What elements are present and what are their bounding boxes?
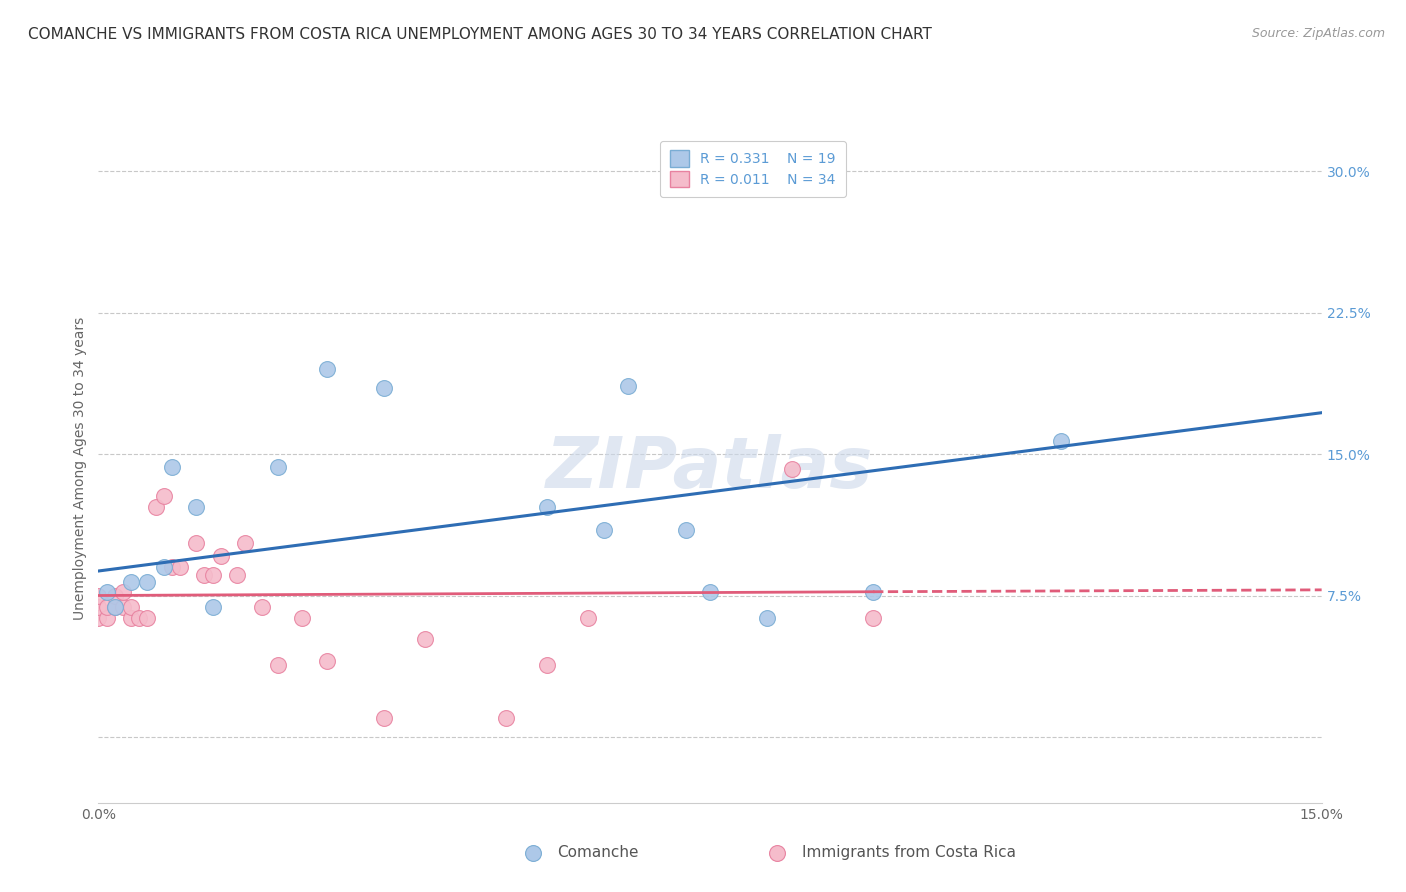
Point [617,379,640,393]
Point [120,575,142,590]
Point [136,611,159,625]
Point [699,584,721,599]
Point [862,584,884,599]
Point [233,535,256,549]
Point [145,500,167,514]
Point [111,599,134,614]
Point [160,560,183,574]
Point [201,599,224,614]
Point [373,381,395,395]
Point [120,611,142,625]
Point [536,500,558,514]
Point [495,711,517,725]
Point [209,549,232,563]
Point [780,462,803,476]
Point [291,611,314,625]
Point [104,599,127,614]
Point [96,611,118,625]
Point [756,611,779,625]
Y-axis label: Unemployment Among Ages 30 to 34 years: Unemployment Among Ages 30 to 34 years [73,317,87,620]
Point [193,567,215,582]
Point [226,567,249,582]
Point [267,460,290,475]
Point [413,632,436,646]
Point [250,599,273,614]
Point [536,658,558,673]
Point [186,500,208,514]
Point [201,567,224,582]
Legend: R = 0.331    N = 19, R = 0.011    N = 34: R = 0.331 N = 19, R = 0.011 N = 34 [659,141,845,197]
Point [862,611,884,625]
Point [87,611,110,625]
Text: ZIPatlas: ZIPatlas [547,434,873,503]
Text: Source: ZipAtlas.com: Source: ZipAtlas.com [1251,27,1385,40]
Point [1049,434,1071,448]
Point [593,523,616,537]
Point [104,589,127,603]
Point [315,655,337,669]
Point [136,575,159,590]
Point [87,589,110,603]
Point [152,489,174,503]
Point [169,560,191,574]
Point [104,599,127,614]
Point [315,362,337,376]
Point [576,611,599,625]
Point [152,560,174,574]
Point [186,535,208,549]
Point [96,584,118,599]
Point [675,523,697,537]
Point [111,584,134,599]
Text: Comanche: Comanche [557,846,638,861]
Point [373,711,395,725]
Point [87,599,110,614]
Point [120,599,142,614]
Text: Immigrants from Costa Rica: Immigrants from Costa Rica [801,846,1015,861]
Point [96,599,118,614]
Point [128,611,150,625]
Point [267,658,290,673]
Point [160,460,183,475]
Text: COMANCHE VS IMMIGRANTS FROM COSTA RICA UNEMPLOYMENT AMONG AGES 30 TO 34 YEARS CO: COMANCHE VS IMMIGRANTS FROM COSTA RICA U… [28,27,932,42]
